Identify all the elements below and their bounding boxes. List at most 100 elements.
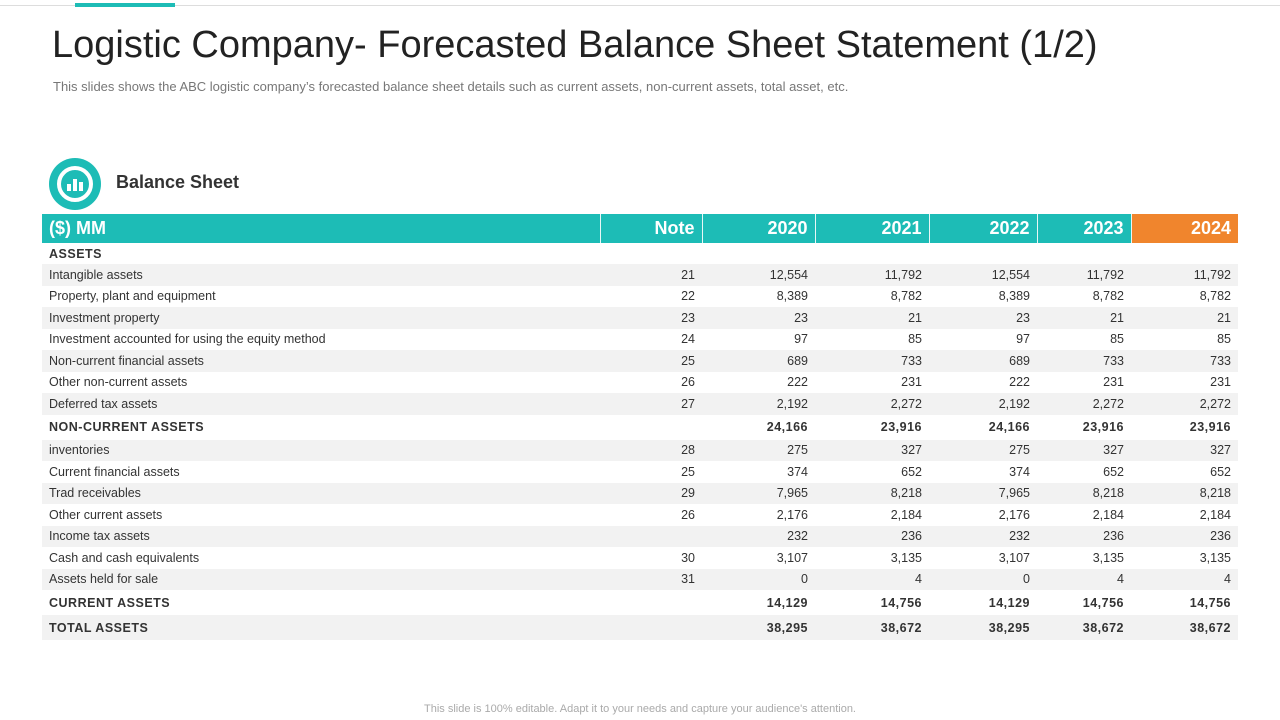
- note-cell: [600, 525, 702, 547]
- column-header: Note: [599, 214, 702, 243]
- value-cell: 3,135: [1199, 550, 1231, 565]
- note-cell: [600, 415, 702, 440]
- value-cell: 2,192: [702, 393, 815, 415]
- value-cell: 97: [1016, 332, 1030, 347]
- value-cell: [1037, 243, 1131, 264]
- row-label: Trad receivables: [42, 482, 600, 504]
- value-cell: 8,218: [815, 482, 929, 504]
- value-cell: 4: [1037, 568, 1131, 590]
- value-cell: 97: [794, 332, 808, 347]
- icon-bar: [79, 182, 83, 191]
- value-cell: 24,166: [988, 420, 1030, 434]
- table-row: Other non-current assets 26 222 231 222 231 23…: [42, 372, 1238, 394]
- column-header: 2020: [701, 214, 815, 243]
- value-cell: 652: [901, 464, 922, 479]
- note-cell: [600, 615, 702, 640]
- note-cell: 28: [600, 439, 702, 461]
- value-cell: 21: [1131, 307, 1238, 329]
- row-label: Investment property: [42, 307, 600, 329]
- note-cell: 24: [681, 332, 695, 347]
- value-cell: 652: [1103, 464, 1124, 479]
- note-cell: 25: [600, 350, 702, 372]
- table-row: ASSETS: [42, 243, 1238, 264]
- value-cell: 232: [929, 525, 1037, 547]
- value-cell: 14,756: [1082, 595, 1124, 610]
- table-row: TOTAL ASSETS 38,295 38,672 38,295 38,672 38,6…: [42, 615, 1238, 640]
- top-accent: [75, 3, 175, 7]
- value-cell: 8,218: [1131, 482, 1238, 504]
- row-label: Income tax assets: [42, 525, 600, 547]
- row-label: CURRENT ASSETS: [49, 595, 171, 610]
- value-cell: 7,965: [702, 482, 815, 504]
- value-cell: 8,782: [1199, 289, 1231, 304]
- footer: This slide is 100% editable. Adapt it to…: [424, 703, 856, 715]
- note-cell: 31: [600, 568, 702, 590]
- value-cell: 11,792: [1131, 264, 1238, 286]
- value-cell: 2,176: [998, 507, 1030, 522]
- value-cell: 374: [787, 464, 808, 479]
- value-cell: 38,672: [1037, 615, 1131, 640]
- note-cell: 23: [600, 307, 702, 329]
- row-label: Other current assets: [49, 507, 163, 522]
- value-cell: 275: [929, 439, 1037, 461]
- table-row: Intangible assets 21 12,554 11,792 12,554 11,…: [42, 264, 1238, 286]
- value-cell: 4: [815, 568, 929, 590]
- icon-ring: [57, 166, 93, 202]
- value-cell: 3,107: [998, 550, 1030, 565]
- row-label: Non-current financial assets: [42, 350, 600, 372]
- table-row: Investment property 23 23 21 23 21 21: [42, 307, 1238, 329]
- row-label: ASSETS: [49, 246, 103, 261]
- value-cell: 8,389: [998, 289, 1030, 304]
- table-row: inventories 28 275 327 275 327 327: [42, 439, 1238, 461]
- value-cell: 374: [1009, 464, 1030, 479]
- value-cell: 38,295: [929, 615, 1037, 640]
- value-cell: 38,672: [815, 615, 929, 640]
- value-cell: 8,218: [1037, 482, 1131, 504]
- value-cell: 327: [1131, 439, 1238, 461]
- table-row: Deferred tax assets 27 2,192 2,272 2,192 2,27…: [42, 393, 1238, 415]
- value-cell: 327: [815, 439, 929, 461]
- value-cell: 236: [1131, 525, 1238, 547]
- value-cell: 7,965: [929, 482, 1037, 504]
- value-cell: 23: [702, 307, 815, 329]
- note-cell: 21: [600, 264, 702, 286]
- column-header: 2024: [1130, 214, 1238, 243]
- value-cell: [929, 243, 1037, 264]
- value-cell: [702, 243, 815, 264]
- value-cell: 85: [1110, 332, 1124, 347]
- note-cell: 26: [681, 375, 695, 390]
- decor: [0, 3, 1280, 210]
- value-cell: 14,129: [988, 595, 1030, 610]
- value-cell: 236: [1037, 525, 1131, 547]
- column-header: 2023: [1036, 214, 1131, 243]
- title: Logistic Company- Forecasted Balance She…: [52, 24, 1098, 66]
- value-cell: 4: [1131, 568, 1238, 590]
- balance-table: ($) MM Note 2020 2021 2022 2023 2024 ASSETS Int…: [42, 214, 1238, 640]
- value-cell: [1131, 243, 1238, 264]
- value-cell: 2,184: [1092, 507, 1124, 522]
- row-label: Deferred tax assets: [42, 393, 600, 415]
- value-cell: 2,272: [815, 393, 929, 415]
- value-cell: 8,782: [890, 289, 922, 304]
- row-label: inventories: [42, 439, 600, 461]
- value-cell: 3,135: [1092, 550, 1124, 565]
- table-row: Assets held for sale 31 0 4 0 4 4: [42, 568, 1238, 590]
- value-cell: 275: [702, 439, 815, 461]
- table-row: Cash and cash equivalents 30 3,107 3,135 3,1…: [42, 547, 1238, 569]
- note-cell: [600, 590, 702, 615]
- row-label: Property, plant and equipment: [49, 289, 216, 304]
- table-row: Income tax assets 232 236 232 236 236: [42, 525, 1238, 547]
- note-cell: 27: [600, 393, 702, 415]
- value-cell: 652: [1210, 464, 1231, 479]
- value-cell: 2,192: [929, 393, 1037, 415]
- value-cell: 24,166: [766, 420, 808, 434]
- note-cell: 25: [681, 464, 695, 479]
- value-cell: 85: [908, 332, 922, 347]
- value-cell: 327: [1037, 439, 1131, 461]
- value-cell: [815, 243, 929, 264]
- subtitle: This slides shows the ABC logistic compa…: [53, 79, 849, 94]
- column-header: 2022: [928, 214, 1037, 243]
- value-cell: 689: [702, 350, 815, 372]
- value-cell: 11,792: [815, 264, 929, 286]
- value-cell: 23,916: [1082, 420, 1124, 434]
